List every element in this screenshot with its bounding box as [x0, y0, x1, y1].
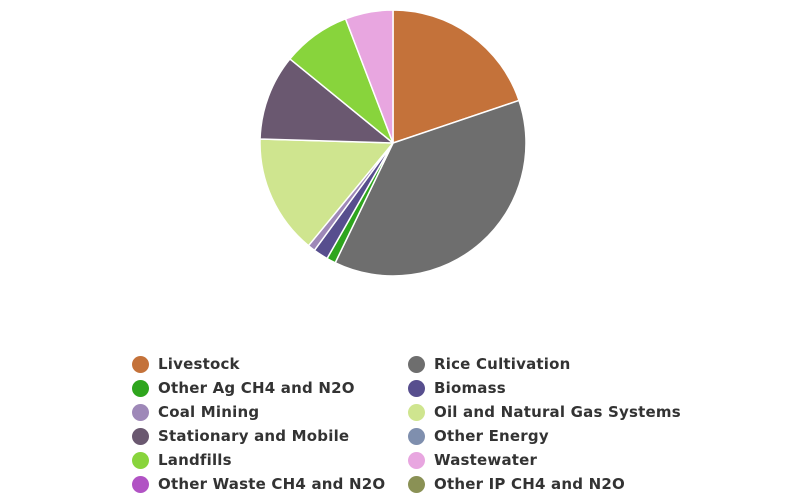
pie-slice-livestock[interactable]	[392, 9, 520, 144]
legend-item-livestock[interactable]: Livestock	[132, 353, 240, 375]
legend-label: Wastewater	[434, 451, 538, 469]
pie-slice-wastewater[interactable]	[344, 9, 394, 144]
legend-item-oil-gas[interactable]: Oil and Natural Gas Systems	[408, 401, 681, 423]
legend-item-other-ip[interactable]: Other IP CH4 and N2O	[408, 473, 625, 495]
legend-item-biomass[interactable]: Biomass	[408, 377, 506, 399]
legend-label: Landfills	[158, 451, 232, 469]
pie-slice-rice-cultivation[interactable]	[334, 99, 527, 277]
legend-item-landfills[interactable]: Landfills	[132, 449, 232, 471]
legend-label: Coal Mining	[158, 403, 260, 421]
legend-dot-icon	[132, 427, 149, 445]
legend-label: Other Ag CH4 and N2O	[158, 379, 355, 397]
legend-dot-icon	[132, 379, 149, 397]
legend-label: Other Waste CH4 and N2O	[158, 475, 386, 493]
legend-item-stationary-mobile[interactable]: Stationary and Mobile	[132, 425, 349, 447]
legend-dot-icon	[408, 379, 425, 397]
legend-item-other-waste[interactable]: Other Waste CH4 and N2O	[132, 473, 385, 495]
legend-label: Other Energy	[434, 427, 549, 445]
legend-dot-icon	[132, 475, 149, 493]
legend-item-coal-mining[interactable]: Coal Mining	[132, 401, 259, 423]
legend-dot-icon	[408, 451, 425, 469]
legend-dot-icon	[408, 427, 425, 445]
legend-item-rice-cultivation[interactable]: Rice Cultivation	[408, 353, 571, 375]
legend-label: Rice Cultivation	[434, 355, 571, 373]
legend-item-other-ag[interactable]: Other Ag CH4 and N2O	[132, 377, 355, 399]
legend-item-wastewater[interactable]: Wastewater	[408, 449, 537, 471]
legend-dot-icon	[132, 451, 149, 469]
legend-label: Livestock	[158, 355, 240, 373]
legend-item-other-energy[interactable]: Other Energy	[408, 425, 549, 447]
pie-chart	[259, 9, 527, 277]
legend-dot-icon	[408, 475, 425, 493]
legend-label: Biomass	[434, 379, 506, 397]
pie-slice-oil-and-natural-gas-systems[interactable]	[259, 138, 394, 247]
pie-slice-stationary-and-mobile[interactable]	[259, 58, 394, 144]
legend-dot-icon	[408, 403, 425, 421]
legend-dot-icon	[132, 355, 149, 373]
legend-dot-icon	[132, 403, 149, 421]
legend-label: Stationary and Mobile	[158, 427, 350, 445]
legend-label: Oil and Natural Gas Systems	[434, 403, 681, 421]
legend-label: Other IP CH4 and N2O	[434, 475, 625, 493]
chart-legend: Livestock Rice Cultivation Other Ag CH4 …	[0, 352, 800, 502]
legend-dot-icon	[408, 355, 425, 373]
